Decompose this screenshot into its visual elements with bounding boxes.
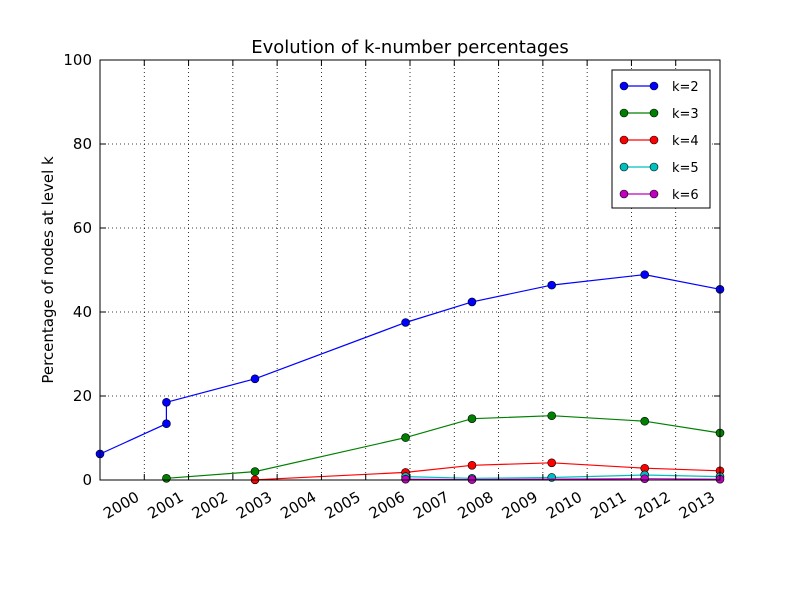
legend-marker xyxy=(620,82,628,90)
data-point xyxy=(162,474,170,482)
chart-title: Evolution of k-number percentages xyxy=(251,37,568,58)
data-point xyxy=(468,415,476,423)
x-tick-label: 2012 xyxy=(632,488,674,523)
x-tick-label: 2004 xyxy=(277,488,319,523)
y-tick-label: 40 xyxy=(73,303,92,321)
x-tick-label: 2006 xyxy=(366,488,408,523)
legend-marker xyxy=(650,109,658,117)
legend-label: k=6 xyxy=(672,188,699,203)
data-point xyxy=(251,375,259,383)
legend: k=2 k=3 k=4 k=5 k=6 xyxy=(612,70,710,208)
x-tick-label: 2002 xyxy=(189,488,231,523)
series-k=3 xyxy=(162,412,724,483)
data-point xyxy=(162,420,170,428)
x-tick-label: 2009 xyxy=(499,488,541,523)
x-tick-label: 2007 xyxy=(410,488,452,523)
y-axis-label: Percentage of nodes at level k xyxy=(39,156,57,384)
legend-label: k=5 xyxy=(672,161,699,176)
x-tick-label: 2001 xyxy=(145,488,187,523)
legend-marker xyxy=(650,82,658,90)
y-tick-label: 80 xyxy=(73,135,92,153)
y-tick-label: 60 xyxy=(73,219,92,237)
data-point xyxy=(641,417,649,425)
x-tick-label: 2008 xyxy=(455,488,497,523)
series-line xyxy=(255,463,720,480)
data-point xyxy=(641,475,649,483)
series-layer xyxy=(96,271,724,484)
data-point xyxy=(548,459,556,467)
series-line xyxy=(406,475,720,478)
y-tick-label: 20 xyxy=(73,387,92,405)
data-point xyxy=(402,319,410,327)
y-tick-label: 100 xyxy=(63,51,92,69)
x-tick-label: 2013 xyxy=(676,488,718,523)
legend-marker xyxy=(650,136,658,144)
data-point xyxy=(548,412,556,420)
legend-marker xyxy=(620,109,628,117)
data-point xyxy=(548,281,556,289)
legend-marker xyxy=(620,163,628,171)
x-tick-label: 2000 xyxy=(100,488,142,523)
data-point xyxy=(641,271,649,279)
x-tick-label: 2011 xyxy=(587,488,629,523)
legend-marker xyxy=(650,190,658,198)
data-point xyxy=(468,298,476,306)
legend-marker xyxy=(650,163,658,171)
data-point xyxy=(402,475,410,483)
y-tick-label: 0 xyxy=(82,471,92,489)
x-tick-label: 2010 xyxy=(543,488,585,523)
series-line xyxy=(406,479,720,480)
data-point xyxy=(402,434,410,442)
x-tick-label: 2005 xyxy=(322,488,364,523)
legend-label: k=3 xyxy=(672,107,699,122)
legend-label: k=2 xyxy=(672,80,699,95)
data-point xyxy=(251,468,259,476)
data-point xyxy=(162,398,170,406)
x-tick-label: 2003 xyxy=(233,488,275,523)
legend-marker xyxy=(620,190,628,198)
legend-marker xyxy=(620,136,628,144)
legend-label: k=4 xyxy=(672,134,699,149)
data-point xyxy=(468,461,476,469)
